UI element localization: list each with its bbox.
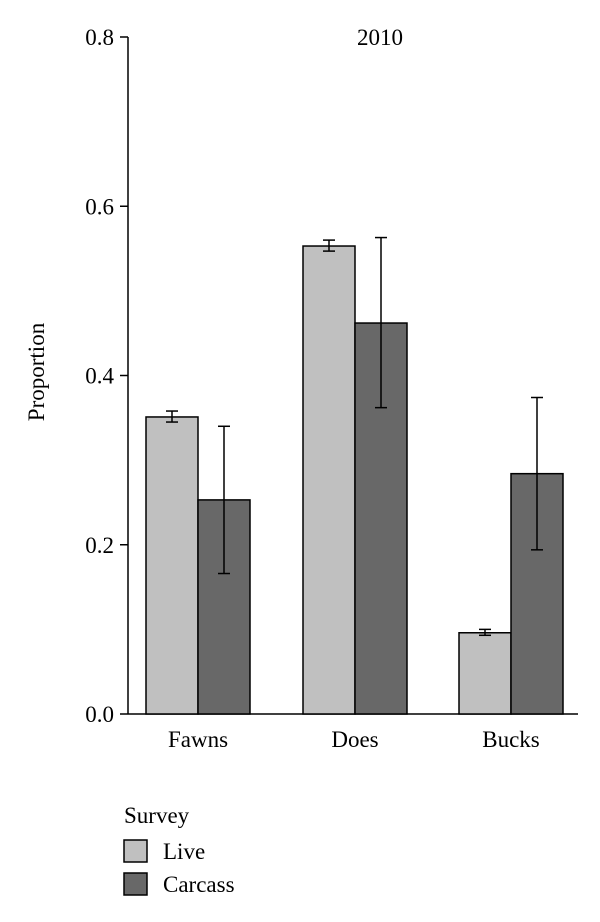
x-category-label-does: Does (331, 727, 378, 752)
legend-label-carcass: Carcass (163, 872, 235, 897)
bar-live-does (302, 245, 356, 715)
chart-annotation-year: 2010 (357, 25, 403, 50)
bars (145, 245, 564, 715)
legend-items: Live Carcass (123, 839, 235, 897)
legend-swatch-live (123, 839, 148, 863)
error-bars (166, 236, 543, 637)
legend-label-live: Live (163, 839, 205, 864)
axes: 0.0 0.2 0.4 0.6 0.8 Fawns Does Bucks (85, 25, 578, 752)
x-category-labels: Fawns Does Bucks (168, 727, 540, 752)
y-tick-label: 0.2 (85, 533, 114, 558)
y-tick-label: 0.0 (85, 702, 114, 727)
y-tick-label: 0.4 (85, 364, 114, 389)
legend-swatch-carcass (123, 872, 148, 896)
y-tick-label: 0.8 (85, 25, 114, 50)
x-category-label-bucks: Bucks (482, 727, 540, 752)
y-axis-title: Proportion (24, 322, 49, 421)
y-ticks: 0.0 0.2 0.4 0.6 0.8 (85, 25, 128, 727)
legend-title: Survey (124, 803, 190, 828)
bar-live-fawns (145, 416, 199, 715)
x-category-label-fawns: Fawns (168, 727, 228, 752)
bar-live-bucks (458, 632, 512, 715)
y-tick-label: 0.6 (85, 194, 114, 219)
legend: Survey Live Carcass (123, 803, 235, 897)
